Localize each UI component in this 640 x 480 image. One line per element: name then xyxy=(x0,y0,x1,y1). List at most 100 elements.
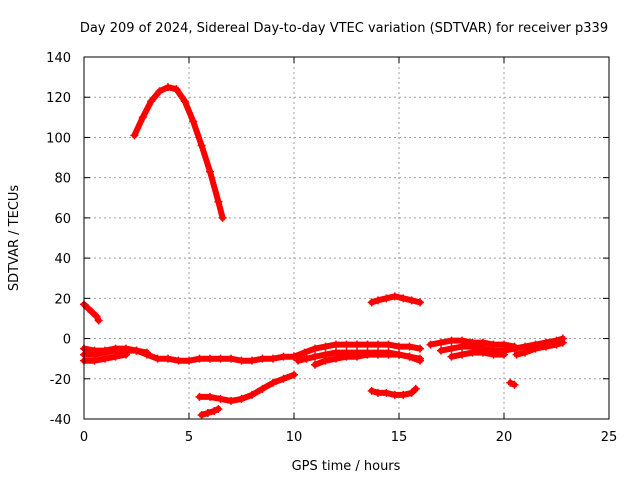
data-point xyxy=(130,131,139,140)
data-point xyxy=(88,308,97,317)
data-point xyxy=(279,374,288,383)
data-point xyxy=(290,370,298,379)
chart-title: Day 209 of 2024, Sidereal Day-to-day VTE… xyxy=(80,21,608,36)
data-point xyxy=(155,87,164,96)
data-point xyxy=(374,296,382,305)
data-point xyxy=(382,388,391,397)
data-point xyxy=(374,350,382,359)
data-point xyxy=(363,350,372,359)
data-point xyxy=(269,378,277,387)
series-mid-c xyxy=(311,350,424,369)
data-point xyxy=(132,346,141,355)
series-late-dip xyxy=(506,378,519,389)
data-point xyxy=(382,294,391,303)
data-point xyxy=(311,352,319,361)
data-point xyxy=(203,408,212,417)
data-point xyxy=(342,352,351,361)
series-trace xyxy=(196,371,297,404)
data-point xyxy=(411,384,420,393)
axis-ticks: 0 5 10 15 20 25 -40 -20 0 20 40 60 80 100 120 140 xyxy=(46,51,617,445)
data-point xyxy=(374,340,382,349)
series-mid-a xyxy=(290,340,424,361)
y-tick-label: 140 xyxy=(46,51,71,66)
data-point xyxy=(143,348,151,357)
series-arc-15h-high xyxy=(367,292,424,307)
data-point xyxy=(300,348,309,357)
data-point xyxy=(506,378,515,387)
x-axis-label: GPS time / hours xyxy=(292,459,401,474)
series-baseline-c xyxy=(80,344,151,357)
series-trace xyxy=(198,405,222,418)
data-point xyxy=(332,354,340,363)
data-point xyxy=(405,342,414,351)
data-point xyxy=(407,296,416,305)
data-point xyxy=(447,352,456,361)
data-point xyxy=(416,344,424,353)
y-tick-label: -40 xyxy=(50,413,71,428)
y-tick-label: 0 xyxy=(63,333,71,348)
data-point xyxy=(321,342,330,351)
x-tick-label: 25 xyxy=(601,430,618,445)
data-point xyxy=(395,350,403,359)
data-point xyxy=(147,97,156,106)
data-point xyxy=(311,344,319,353)
series-late-c xyxy=(447,348,508,361)
data-point xyxy=(258,354,267,363)
data-point xyxy=(374,388,382,397)
data-point xyxy=(218,213,227,222)
data-point xyxy=(290,352,298,361)
series-trace xyxy=(368,293,423,306)
data-point xyxy=(416,298,424,307)
data-point xyxy=(227,354,235,363)
data-point xyxy=(489,350,498,359)
data-point xyxy=(367,386,376,395)
data-point xyxy=(342,340,351,349)
data-point xyxy=(206,392,214,401)
data-point xyxy=(210,406,219,415)
series-late-e xyxy=(512,338,567,359)
series-trace xyxy=(131,84,226,221)
data-point xyxy=(164,354,172,363)
data-point xyxy=(214,197,223,206)
series-arc-early xyxy=(80,300,103,325)
x-tick-label: 0 xyxy=(80,430,88,445)
data-point xyxy=(447,344,456,353)
x-tick-label: 15 xyxy=(391,430,408,445)
data-point xyxy=(216,354,225,363)
data-point xyxy=(94,316,103,325)
data-point xyxy=(458,342,466,351)
data-point xyxy=(332,340,340,349)
x-tick-label: 5 xyxy=(185,430,193,445)
data-point xyxy=(84,304,93,313)
series-arc-high xyxy=(130,83,227,222)
data-point xyxy=(248,390,256,399)
data-point xyxy=(92,312,101,321)
data-point xyxy=(90,356,99,365)
data-point xyxy=(164,83,172,92)
y-tick-label: 40 xyxy=(54,252,71,267)
data-point xyxy=(101,346,109,355)
data-point xyxy=(258,384,267,393)
data-point xyxy=(237,356,246,365)
y-tick-label: 100 xyxy=(46,131,71,146)
data-point xyxy=(437,338,445,347)
data-point xyxy=(90,346,99,355)
data-point xyxy=(458,350,466,359)
data-point xyxy=(248,356,256,365)
data-point xyxy=(227,396,235,405)
data-point xyxy=(426,340,435,349)
data-point xyxy=(384,340,393,349)
data-point xyxy=(237,394,246,403)
data-point xyxy=(500,350,508,359)
data-point xyxy=(185,356,193,365)
y-tick-label: 60 xyxy=(54,212,71,227)
y-tick-label: -20 xyxy=(50,373,71,388)
grid xyxy=(84,57,609,419)
data-point xyxy=(479,348,487,357)
data-point xyxy=(195,392,204,401)
data-point xyxy=(206,354,214,363)
data-point xyxy=(321,356,330,365)
data-point xyxy=(390,292,399,301)
data-point xyxy=(138,113,147,122)
